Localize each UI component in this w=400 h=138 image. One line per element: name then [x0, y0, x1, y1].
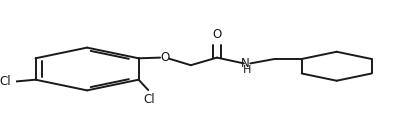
Text: Cl: Cl — [143, 93, 155, 106]
Text: N: N — [241, 57, 250, 70]
Text: O: O — [212, 28, 222, 41]
Text: Cl: Cl — [0, 75, 10, 88]
Text: O: O — [160, 51, 169, 64]
Text: H: H — [243, 65, 252, 75]
